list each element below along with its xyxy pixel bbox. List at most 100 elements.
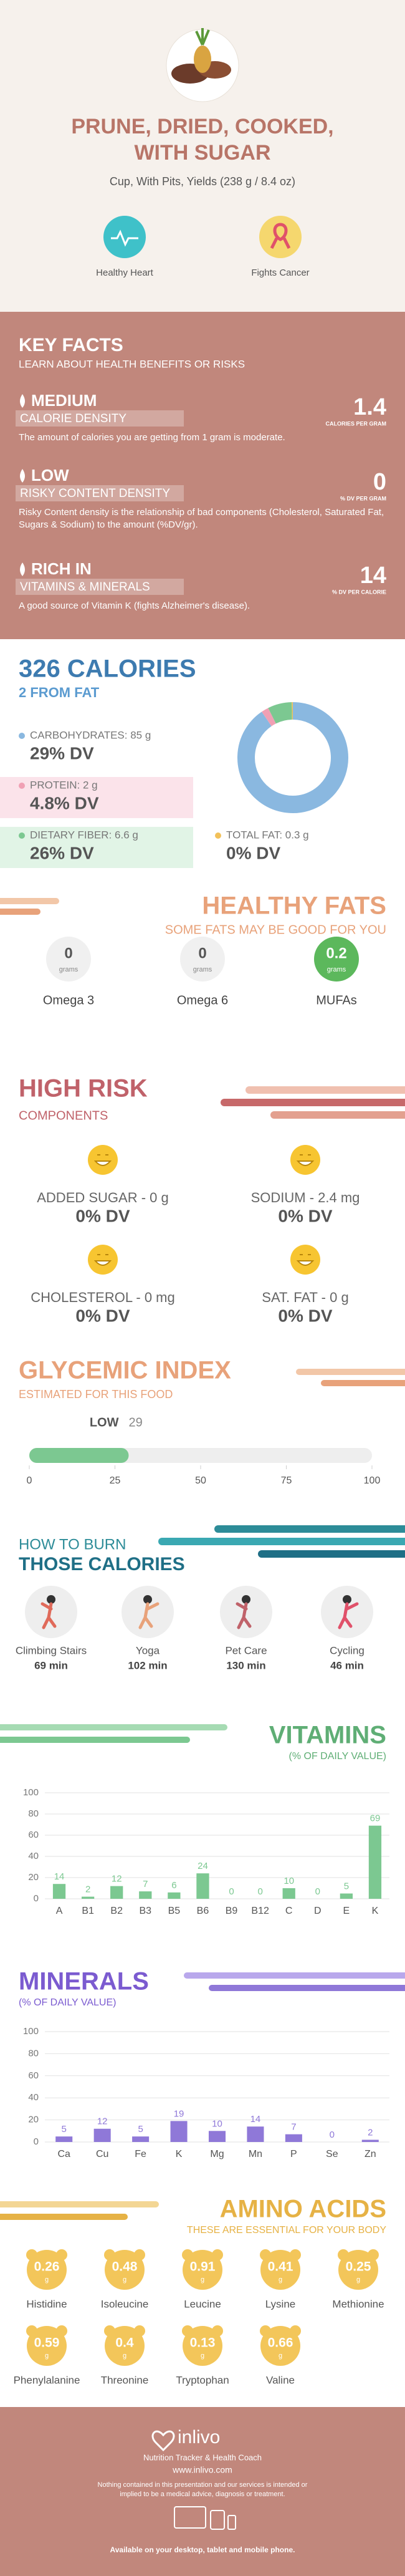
x-tick-label: B5 [168, 1906, 181, 1916]
level-name: VITAMINS & MINERALS [20, 581, 150, 594]
amino-badge [105, 2326, 145, 2366]
activity-figure [47, 1595, 55, 1604]
nutrient-band [0, 827, 193, 868]
amino-badge [27, 2250, 67, 2290]
smiley-face [296, 1154, 315, 1166]
donut-slice [268, 702, 293, 724]
x-tick-label: A [56, 1906, 63, 1916]
activity-figure [40, 1602, 57, 1629]
title: WITH SUGAR [134, 141, 270, 165]
nutrient-dot [215, 832, 221, 839]
bar [282, 1888, 295, 1899]
amino-badge-ear [134, 2325, 145, 2337]
smiley [88, 1245, 118, 1275]
value-label: 12 [97, 2116, 108, 2127]
x-tick-label: B12 [251, 1906, 269, 1916]
fat-unit: grams [193, 966, 212, 973]
fact-unit: CALORIES PER GRAM [325, 420, 386, 427]
y-tick-label: 80 [28, 2048, 39, 2058]
fat-name: Omega 6 [177, 993, 228, 1007]
nutrient-dot [19, 832, 25, 839]
fat-value: 0 [198, 945, 206, 962]
burn-stripes [158, 1525, 405, 1558]
chart-subtitle: (% OF DAILY VALUE) [19, 1997, 116, 2008]
section-subtitle: LEARN ABOUT HEALTH BENEFITS OR RISKS [19, 358, 245, 370]
fact-unit: % DV PER GRAM [340, 495, 386, 501]
fat-name: MUFAs [316, 993, 357, 1007]
value-label: 5 [138, 2124, 143, 2135]
bar [55, 2136, 73, 2142]
bar [52, 1884, 66, 1899]
smiley [290, 1145, 320, 1175]
section-title: THOSE CALORIES [19, 1554, 185, 1575]
amino-unit: g [356, 2276, 360, 2284]
activity-figure [338, 1602, 359, 1629]
activity-time: 69 min [34, 1659, 68, 1671]
gi-tick-label: 50 [195, 1475, 206, 1486]
amino-badge-ear [182, 2325, 193, 2337]
amino-unit: g [201, 2352, 204, 2360]
nutrient-dv: 4.8% DV [30, 793, 99, 813]
amino-unit: g [123, 2352, 126, 2360]
device-icon [210, 2510, 225, 2530]
amino-name: Phenylalanine [14, 2374, 80, 2386]
fact-text: The amount of calories you are getting f… [19, 432, 285, 443]
amino-badge [183, 2250, 222, 2290]
fact-text: A good source of Vitamin K (fights Alzhe… [19, 601, 250, 611]
value-label: 14 [54, 1871, 65, 1882]
y-tick-label: 0 [34, 2136, 39, 2147]
amino-value: 0.25 [346, 2260, 371, 2274]
x-tick-label: P [290, 2149, 297, 2159]
serving: Cup, With Pits, Yields (238 g / 8.4 oz) [110, 175, 295, 188]
fats-stripes [0, 898, 59, 915]
bar [168, 1892, 181, 1899]
gi-tick-label: 75 [281, 1475, 292, 1486]
amino-badge-ear [290, 2249, 301, 2260]
nutrient-dv: 26% DV [30, 843, 94, 862]
amino-badge-ear [56, 2249, 67, 2260]
risk-dv: 0% DV [278, 1306, 332, 1325]
activity-figure [343, 1595, 351, 1604]
fact-unit: % DV PER CALORIE [332, 589, 386, 595]
value-label: 5 [344, 1881, 349, 1891]
nutrient-label: CARBOHYDRATES: 85 g [30, 729, 151, 741]
amino-value: 0.13 [190, 2336, 216, 2350]
nutrient-label: DIETARY FIBER: 6.6 g [30, 829, 138, 841]
badge-label: Fights Cancer [251, 268, 309, 278]
level: RICH IN [31, 559, 92, 578]
activity-name: Cycling [330, 1644, 364, 1656]
bar [132, 2136, 150, 2142]
value-label: 0 [229, 1886, 234, 1897]
available: Available on your desktop, tablet and mo… [110, 2545, 295, 2554]
badge-icon [259, 216, 302, 258]
label-band [16, 485, 184, 501]
x-tick-label: Fe [135, 2149, 146, 2159]
nutrient-dv: 29% DV [30, 743, 94, 763]
fact-value: 0 [373, 469, 386, 495]
y-tick-label: 40 [28, 2092, 39, 2103]
risk-dv: 0% DV [75, 1306, 130, 1325]
y-tick-label: 0 [34, 1893, 39, 1904]
amino-value: 0.26 [34, 2260, 60, 2274]
risk-dv: 0% DV [75, 1206, 130, 1225]
gi-value: 29 [129, 1416, 143, 1429]
amino-value: 0.4 [115, 2336, 134, 2350]
bar [170, 2121, 188, 2142]
disclaimer: Nothing contained in this presentation a… [97, 2481, 308, 2498]
gi-tick-label: 25 [110, 1475, 121, 1486]
nutrient-dv: 0% DV [226, 843, 280, 862]
glycemic-stripes [296, 1369, 405, 1386]
amino-unit: g [45, 2276, 49, 2284]
bar [247, 2126, 264, 2142]
amino-badge [183, 2326, 222, 2366]
value-label: 7 [143, 1879, 148, 1889]
chart-title: MINERALS [19, 1968, 149, 1995]
amino-badge [105, 2250, 145, 2290]
x-tick-label: E [343, 1906, 350, 1916]
bar [340, 1893, 353, 1899]
tagline: Nutrition Tracker & Health Coach [143, 2453, 262, 2462]
section-subtitle: COMPONENTS [19, 1109, 108, 1122]
amino-badge-ear [260, 2249, 271, 2260]
amino-unit: g [123, 2276, 126, 2284]
